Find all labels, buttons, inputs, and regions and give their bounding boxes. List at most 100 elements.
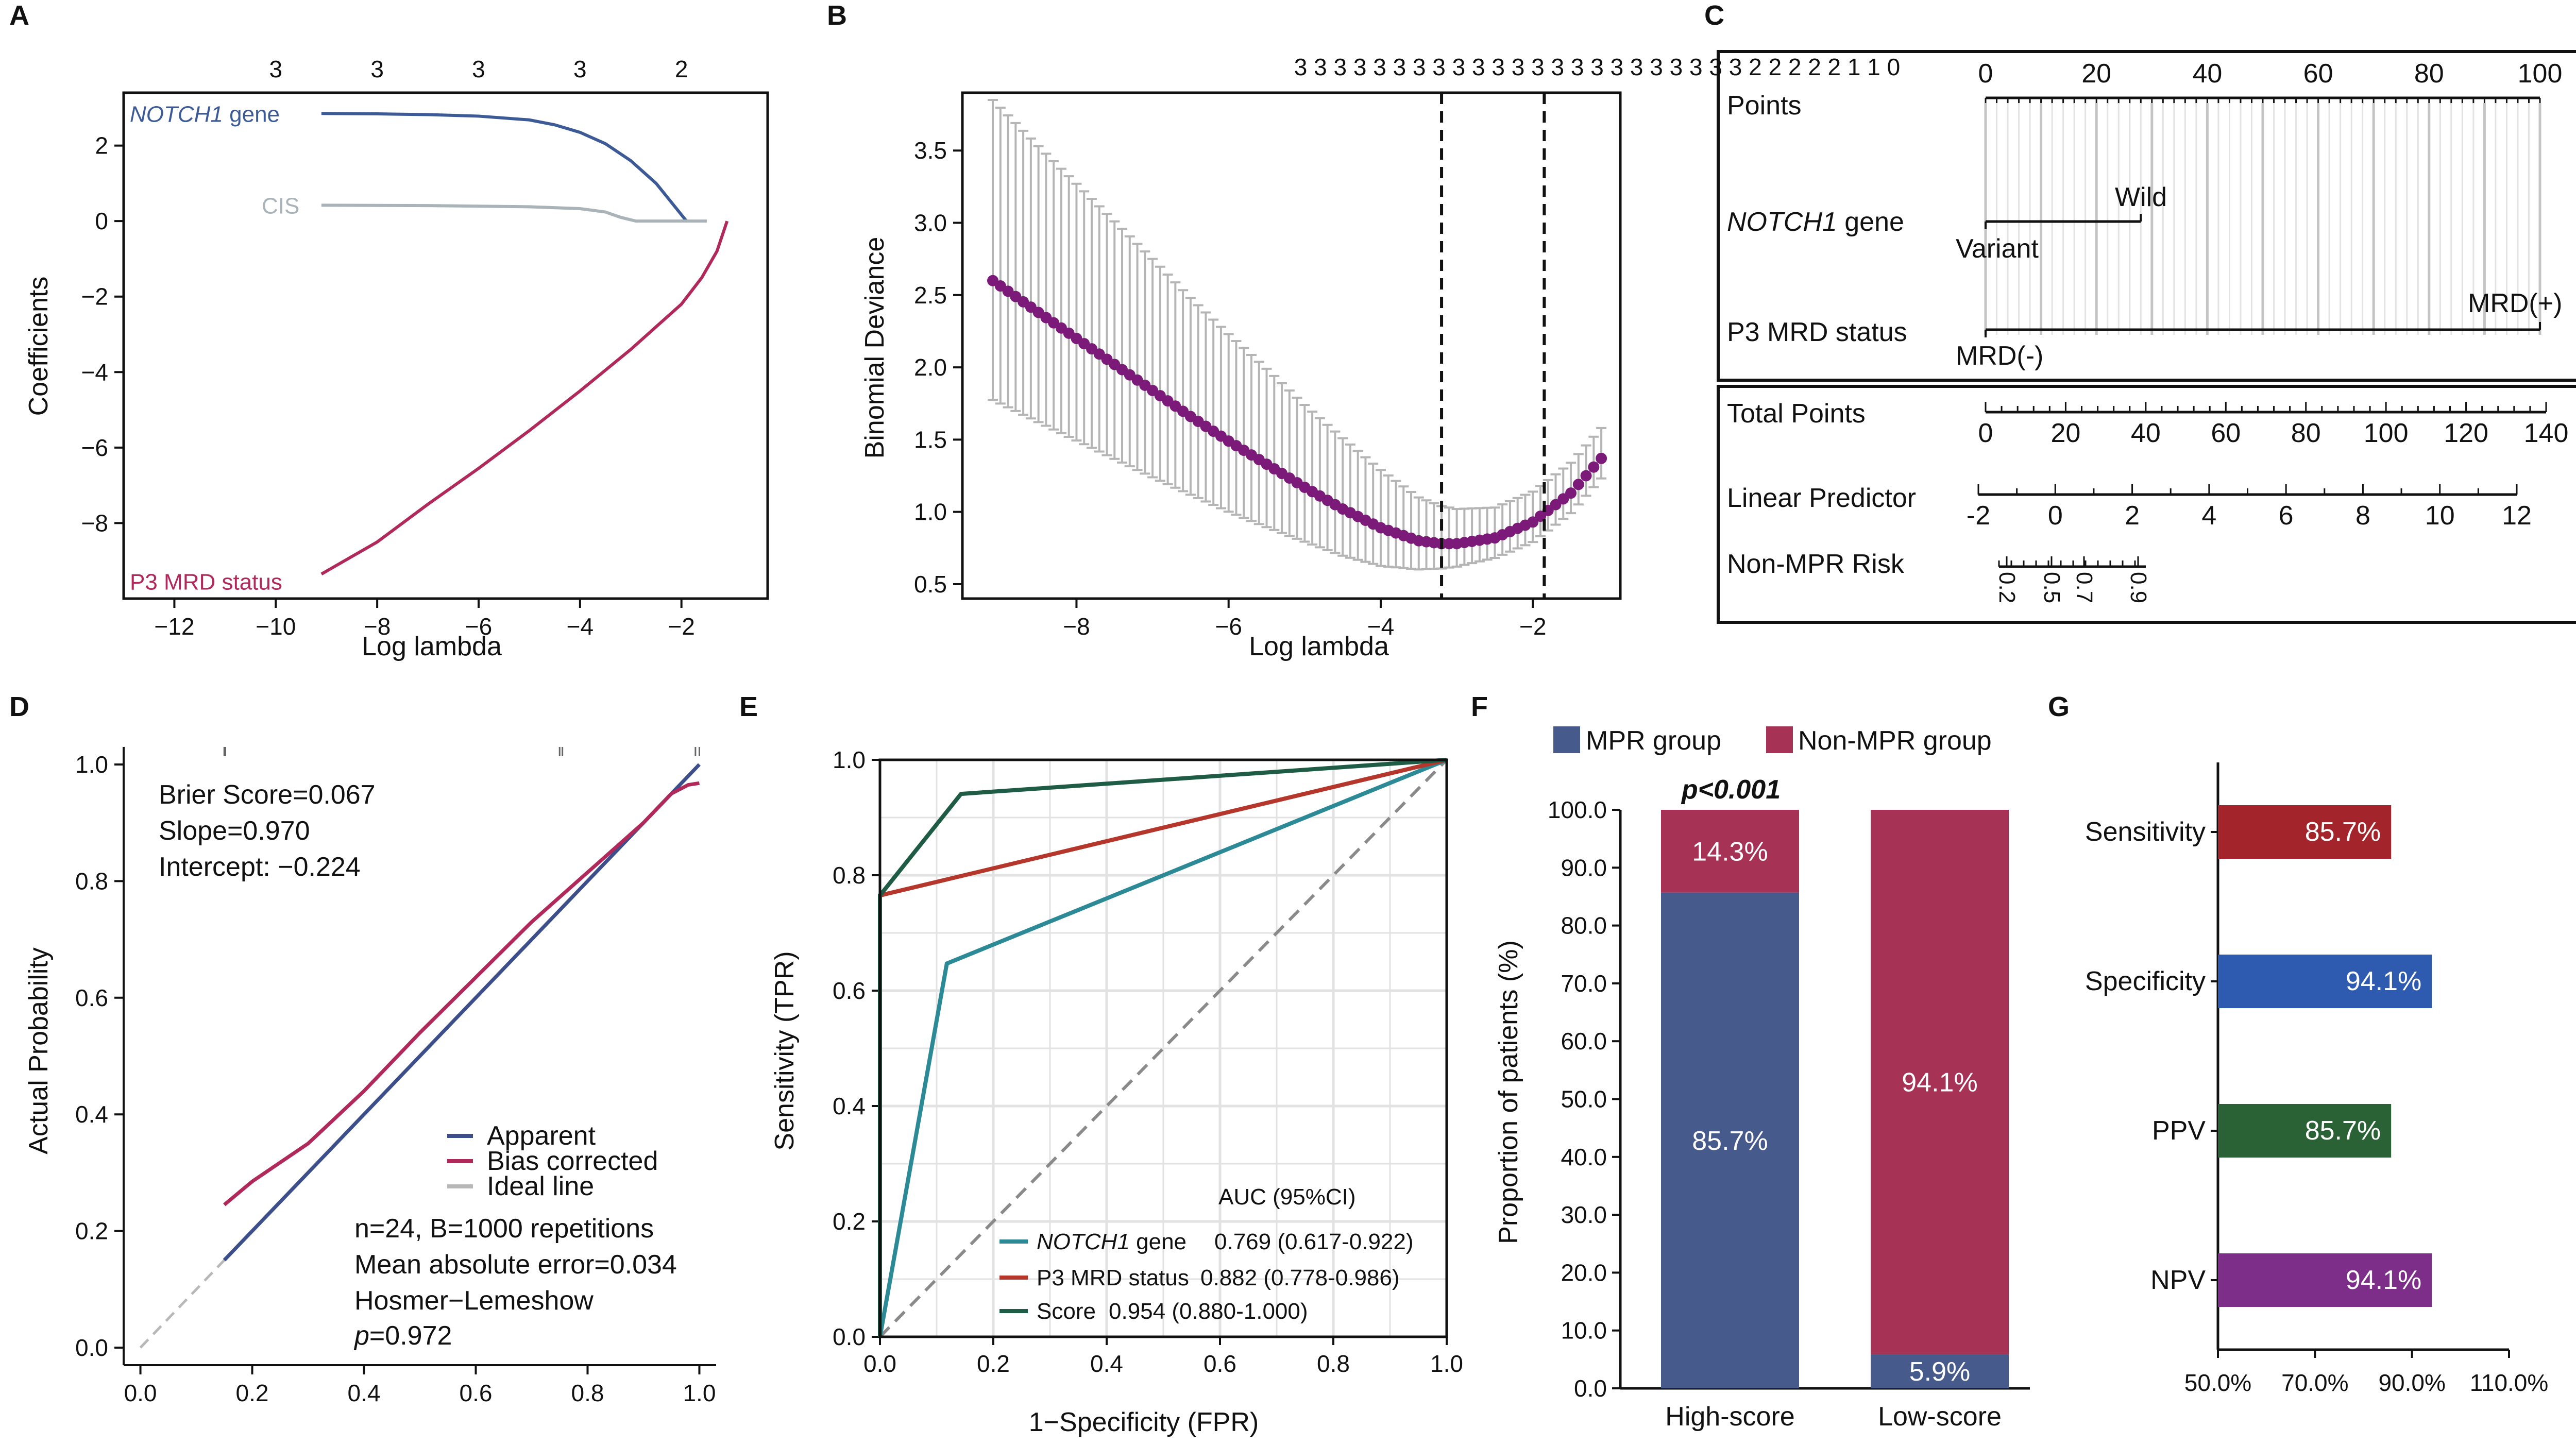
y-tick-label: 3.0	[914, 210, 947, 236]
y-tick-label: 20.0	[1561, 1259, 1607, 1286]
total-points-tick-label: 60	[2211, 418, 2241, 448]
series-label-rest: gene	[223, 101, 280, 127]
x-tick-label: 0.6	[460, 1380, 493, 1406]
legend-nonmpr-swatch	[1766, 726, 1793, 753]
plot-frame-top	[878, 758, 1448, 1338]
top-axis-label: 3	[472, 56, 485, 82]
y-tick-label: 40.0	[1561, 1144, 1607, 1170]
legend-mpr-swatch	[1553, 726, 1580, 753]
panel-d-annotation-1: Brier Score=0.067	[159, 780, 376, 810]
linear-predictor-tick-label: 0	[2048, 501, 2063, 531]
nomogram: 0 20 40 60 80 100 0 20 40 60 80 100 120 140 -2 0 2 4 6 8 10 1…	[1967, 59, 2569, 603]
y-tick-label: 0.4	[833, 1093, 866, 1119]
x-tick-label: 90.0%	[2378, 1369, 2445, 1396]
panel-e-xlabel: 1−Specificity (FPR)	[1029, 1407, 1259, 1437]
bar-value-label: 94.1%	[2346, 1265, 2421, 1295]
points-tick-label: 80	[2414, 59, 2444, 89]
y-tick-label: 0.0	[1574, 1375, 1607, 1402]
x-tick-label: −6	[465, 613, 492, 640]
risk-tick-label: 0.2	[1994, 572, 2020, 603]
y-tick-label: 10.0	[1561, 1317, 1607, 1344]
legend-ideal-text: Ideal line	[487, 1171, 594, 1201]
points-tick-label: 100	[2518, 59, 2563, 89]
y-tick-label: −6	[81, 434, 108, 461]
legend-notch1-auc: 0.769 (0.617-0.922)	[1214, 1229, 1414, 1254]
panel-b-xlabel: Log lambda	[1249, 632, 1389, 661]
points-tick-label: 20	[2081, 59, 2111, 89]
y-tick-label: 0.6	[75, 984, 108, 1011]
panel-g: G 50.0% 70.0% 90.0% 110.0% Sensitivity 85.7% S…	[2048, 691, 2548, 1396]
panel-d-p-italic: p	[353, 1321, 369, 1351]
nomo-notch1-rest: gene	[1837, 207, 1904, 237]
roc-curve	[878, 758, 1448, 1337]
panel-e-plot: 0.0 0.2 0.4 0.6 0.8 1.0 0.0 0.2 0.4 0.6 0.8 1.0	[833, 746, 1463, 1377]
total-points-tick-label: 120	[2444, 418, 2488, 448]
y-tick-label: 0.8	[833, 862, 866, 889]
panel-d-annotation-3: Intercept: −0.224	[159, 852, 361, 882]
y-tick-label: 0.4	[75, 1101, 108, 1128]
panel-f-plot: 0.0 10.0 20.0 30.0 40.0 50.0 60.0 70.0 80.0 90.0 1…	[1548, 796, 2030, 1432]
series-label: P3 MRD status	[130, 569, 282, 594]
nomo-linear-label: Linear Predictor	[1727, 483, 1916, 513]
nomo-mrd-label: P3 MRD status	[1727, 317, 1907, 347]
total-points-tick-label: 0	[1978, 418, 1993, 448]
points-tick-label: 40	[2192, 59, 2222, 89]
x-tick-label: −4	[1367, 613, 1394, 640]
stacked-bar-segment	[1661, 892, 1799, 1388]
deviance-point	[1580, 470, 1592, 482]
legend-mrd-text: P3 MRD status	[1037, 1265, 1189, 1290]
points-tick-label: 60	[2303, 59, 2333, 89]
total-points-tick-label: 100	[2364, 418, 2409, 448]
deviance-point	[1588, 461, 1600, 473]
panel-d-p-rest: =0.972	[369, 1321, 452, 1351]
nomo-risk-label: Non-MPR Risk	[1727, 549, 1905, 579]
stacked-bar-segment	[1871, 1354, 2009, 1388]
linear-predictor-tick-label: 6	[2279, 501, 2294, 531]
panel-f-ylabel: Proportion of patients (%)	[1494, 940, 1523, 1244]
y-tick-label: 0.8	[75, 868, 108, 894]
y-tick-label: 1.0	[833, 746, 866, 773]
x-tick-label: 1.0	[1430, 1350, 1463, 1377]
linear-predictor-tick-label: 4	[2201, 501, 2216, 531]
panel-b-top-axis-text: 3 3 3 3 3 3 3 3 3 3 3 3 3 3 3 3 3 3 3 3 …	[1294, 54, 1900, 80]
x-tick-label: 0.0	[863, 1350, 896, 1377]
y-tick-label: 80.0	[1561, 912, 1607, 939]
nomo-notch1-label: NOTCH1 gene	[1727, 207, 1904, 237]
panel-d-annotation-2: Slope=0.970	[159, 816, 310, 846]
y-tick-label: 50.0	[1561, 1086, 1607, 1113]
y-tick-label: 0	[95, 208, 108, 234]
legend-notch1-text: NOTCH1 gene	[1037, 1229, 1187, 1254]
y-tick-label: 90.0	[1561, 854, 1607, 881]
total-points-tick-label: 140	[2524, 418, 2569, 448]
linear-predictor-tick-label: 8	[2355, 501, 2370, 531]
legend-notch1-rest: gene	[1130, 1229, 1187, 1254]
y-tick-label: 0.0	[75, 1334, 108, 1361]
nomo-wild-level: Wild	[2115, 182, 2167, 212]
x-tick-label: 0.4	[348, 1380, 381, 1406]
top-axis-label: 3	[370, 56, 384, 82]
series-line	[321, 112, 688, 223]
category-label: High-score	[1665, 1402, 1794, 1432]
legend-mrd-auc: 0.882 (0.778-0.986)	[1200, 1265, 1400, 1290]
panel-e-label: E	[739, 691, 758, 722]
panel-a: A −12 −10 −8 −6 −4 −2 −8 −6 −4 −2 0 2 3 3 3 3 2 NOTCH1 ge…	[9, 0, 769, 661]
x-tick-label: −6	[1215, 613, 1242, 640]
panel-f-label: F	[1471, 691, 1488, 722]
series-label: CIS	[262, 193, 299, 218]
x-tick-label: 0.6	[1204, 1350, 1236, 1377]
risk-tick-label: 0.7	[2072, 572, 2097, 603]
y-tick-label: 3.5	[914, 137, 947, 164]
y-tick-label: 0.2	[833, 1208, 866, 1235]
category-label: Sensitivity	[2085, 817, 2206, 847]
y-tick-label: 2.0	[914, 354, 947, 381]
total-points-tick-label: 40	[2131, 418, 2161, 448]
panel-d-label: D	[9, 691, 29, 722]
nomo-mrdneg-level: MRD(-)	[1956, 341, 2043, 371]
panel-d-footnote-2: Mean absolute error=0.034	[354, 1250, 677, 1280]
top-axis-label: 3	[269, 56, 282, 82]
top-axis-label: 3	[573, 56, 587, 82]
deviance-point	[1565, 487, 1577, 499]
series-label-italic: NOTCH1	[130, 101, 223, 127]
category-label: Low-score	[1878, 1402, 2002, 1432]
